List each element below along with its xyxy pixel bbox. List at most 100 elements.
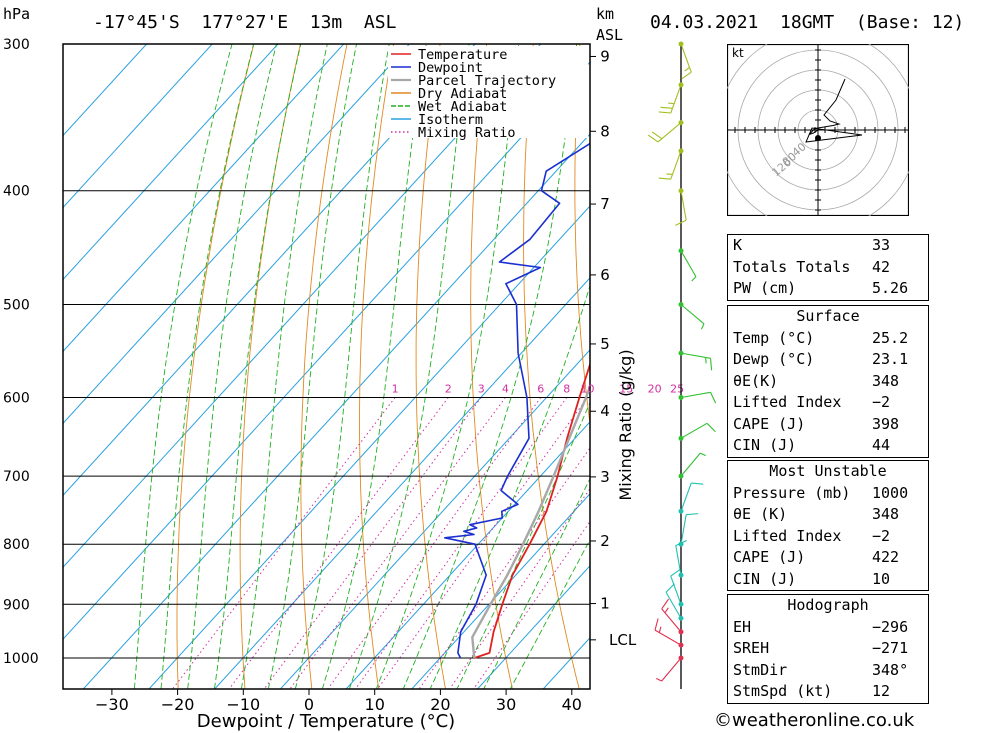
wind-barb-staff bbox=[665, 591, 682, 619]
hodograph-storm-marker bbox=[815, 135, 821, 141]
wind-barb-staff bbox=[680, 391, 711, 399]
panel-row: Lifted Index −2 bbox=[728, 392, 928, 414]
dry-adiabat-line bbox=[239, 44, 301, 689]
wind-barb-flag bbox=[654, 618, 659, 631]
panel-row: θE(K) 348 bbox=[728, 371, 928, 393]
panel-row: CAPE (J) 398 bbox=[728, 414, 928, 436]
x-axis-ticks: −30 −20 −10 0 10 20 30 40 bbox=[95, 689, 582, 714]
dry-adiabat-line bbox=[359, 44, 395, 689]
panel-title: Hodograph bbox=[787, 596, 869, 614]
wind-barb-flag bbox=[709, 358, 713, 371]
panel-title: Most Unstable bbox=[769, 462, 887, 480]
dry-adiabat-line bbox=[300, 44, 348, 689]
most-unstable-panel: Most Unstable Pressure (mb) 1000 θE (K) 348 L… bbox=[727, 460, 929, 591]
mixing-ratio-label: 3 bbox=[478, 382, 485, 395]
km-tick-label: 2 bbox=[600, 532, 610, 550]
mixing-ratio-label: 25 bbox=[670, 382, 684, 395]
wet-adiabat-line bbox=[267, 44, 357, 689]
wind-barb-flag bbox=[647, 134, 659, 143]
dry-adiabat-lines bbox=[176, 0, 720, 707]
panel-row: StmSpd (kt) 12 bbox=[728, 681, 928, 703]
wind-barb-staff bbox=[680, 514, 687, 545]
km-tick-label: 6 bbox=[600, 266, 610, 284]
row-value: 5.26 bbox=[872, 279, 909, 297]
panel-row: θE (K) 348 bbox=[728, 504, 928, 526]
row-label: Lifted Index bbox=[733, 526, 842, 545]
wind-barb-flag bbox=[670, 568, 681, 577]
mixing-ratio-line bbox=[376, 397, 588, 689]
isotherm-line bbox=[63, 44, 279, 281]
legend-background bbox=[388, 46, 588, 138]
pressure-tick-label: 1000 bbox=[3, 651, 39, 667]
pressure-tick-label: 500 bbox=[3, 298, 30, 314]
dry-adiabat-line bbox=[176, 44, 255, 689]
sounding-profiles bbox=[444, 142, 590, 659]
x-tick-label: 20 bbox=[430, 695, 450, 714]
wind-barb-staff bbox=[680, 250, 697, 278]
row-label: StmDir bbox=[733, 660, 788, 679]
dry-adiabat-line bbox=[625, 0, 720, 707]
wind-profile bbox=[647, 41, 717, 689]
wet-adiabat-line bbox=[133, 44, 233, 689]
pressure-tick-label: 300 bbox=[3, 37, 30, 53]
pressure-tick-label: 600 bbox=[3, 390, 30, 406]
row-value: 42 bbox=[872, 257, 891, 276]
wind-barb-flag bbox=[668, 102, 675, 105]
row-value: 33 bbox=[872, 236, 891, 254]
row-label: Lifted Index bbox=[733, 393, 842, 411]
dry-adiabat-line bbox=[470, 44, 513, 689]
wet-adiabat-line bbox=[187, 44, 277, 689]
wind-barb-staff bbox=[680, 43, 692, 73]
wet-adiabat-line bbox=[213, 44, 302, 689]
km-tick-label: 4 bbox=[600, 402, 610, 420]
lcl-label: LCL bbox=[609, 631, 637, 649]
mixing-ratio-line bbox=[327, 397, 542, 689]
row-label: Temp (°C) bbox=[733, 328, 815, 347]
isotherm-line bbox=[63, 44, 345, 353]
credit-text: ©weatheronline.co.uk bbox=[714, 710, 915, 731]
wet-adiabat-line bbox=[294, 44, 390, 689]
isotherm-line bbox=[345, 421, 590, 689]
km-tick-label: 3 bbox=[600, 468, 610, 486]
km-tick-label: 7 bbox=[600, 195, 610, 213]
row-value: −296 bbox=[872, 617, 909, 636]
mixing-ratio-label: 2 bbox=[445, 382, 452, 395]
legend-entry: Dewpoint bbox=[418, 60, 483, 76]
pressure-tick-label: 800 bbox=[3, 537, 30, 553]
wind-barb-staff bbox=[670, 575, 682, 605]
isotherm-line bbox=[63, 44, 148, 137]
panel-row: Lifted Index −2 bbox=[728, 526, 928, 548]
row-value: 12 bbox=[872, 682, 891, 700]
wet-adiabat-line bbox=[375, 44, 520, 689]
mixing-ratio-label: 1 bbox=[392, 382, 399, 395]
mixing-ratio-label: 10 bbox=[580, 382, 594, 395]
wind-barb-staff bbox=[680, 422, 708, 439]
legend-entry: Dry Adiabat bbox=[418, 86, 507, 102]
mixing-ratio-line bbox=[289, 397, 506, 689]
mixing-ratio-label: 6 bbox=[537, 382, 544, 395]
wind-barb-flag bbox=[710, 392, 717, 404]
row-label: θE(K) bbox=[733, 371, 779, 390]
km-tick-label: 1 bbox=[600, 595, 610, 613]
x-axis-label: Dewpoint / Temperature (°C) bbox=[197, 711, 455, 732]
row-value: 23.1 bbox=[872, 350, 909, 368]
wind-barb-flag bbox=[665, 583, 675, 593]
dry-adiabat-line bbox=[415, 44, 447, 689]
row-label: CAPE (J) bbox=[733, 414, 806, 433]
wind-barb-flag bbox=[684, 67, 690, 72]
row-label: θE (K) bbox=[733, 505, 788, 523]
row-label: SREH bbox=[733, 639, 770, 657]
wind-barb-flag bbox=[658, 111, 671, 114]
wind-barb-flag bbox=[705, 357, 707, 364]
panel-row: Dewp (°C) 23.1 bbox=[728, 349, 928, 371]
row-value: 422 bbox=[872, 548, 900, 566]
x-tick-label: −30 bbox=[95, 695, 129, 714]
mixing-ratio-line bbox=[354, 397, 568, 689]
pressure-tick-label: 700 bbox=[3, 469, 30, 485]
km-tick-label: 8 bbox=[600, 122, 610, 140]
parcel-trajectory-line bbox=[471, 383, 590, 659]
wind-barb-flag bbox=[651, 131, 663, 140]
dry-adiabat-line bbox=[523, 44, 580, 689]
panel-row: StmDir 348° bbox=[728, 660, 928, 682]
